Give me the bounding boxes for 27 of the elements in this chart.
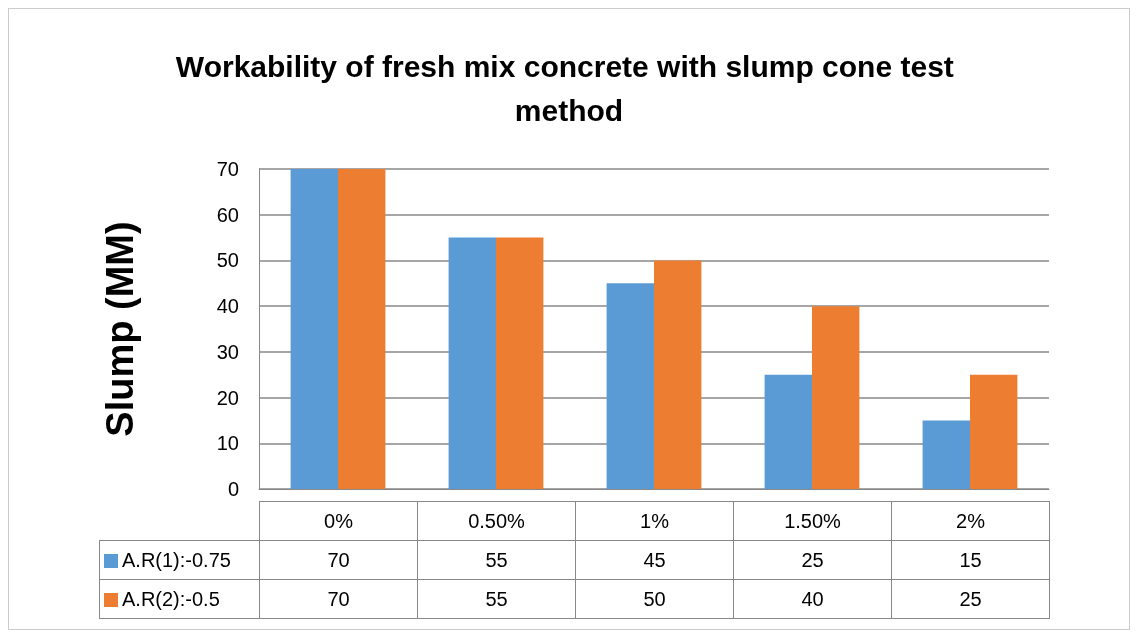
data-label: 55 bbox=[417, 540, 576, 580]
y-tick-label: 10 bbox=[216, 432, 239, 455]
y-tick-label: 20 bbox=[216, 386, 239, 409]
data-label: 70 bbox=[259, 579, 418, 619]
legend-label: A.R(2):-0.5 bbox=[122, 588, 220, 611]
data-label: 40 bbox=[733, 579, 892, 619]
y-axis-title: Slump (MM) bbox=[99, 221, 141, 437]
y-tick-label: 0 bbox=[227, 478, 239, 500]
y-tick-label: 50 bbox=[216, 249, 239, 272]
x-tick-label: 1% bbox=[575, 501, 734, 541]
y-tick-label: 30 bbox=[216, 340, 239, 363]
legend-label: A.R(1):-0.75 bbox=[122, 549, 231, 572]
x-tick-label: 0% bbox=[259, 501, 418, 541]
data-label: 15 bbox=[891, 540, 1050, 580]
chart-title: Workability of fresh mix concrete with slump cone test method bbox=[175, 49, 963, 127]
y-tick-label: 60 bbox=[216, 203, 239, 226]
data-label: 55 bbox=[417, 579, 576, 619]
x-tick-label: 1.50% bbox=[733, 501, 892, 541]
data-label: 25 bbox=[733, 540, 892, 580]
y-tick-label: 40 bbox=[216, 295, 239, 318]
data-label: 70 bbox=[259, 540, 418, 580]
y-tick-label: 70 bbox=[216, 158, 239, 180]
data-label: 45 bbox=[575, 540, 734, 580]
data-label: 25 bbox=[891, 579, 1050, 619]
x-tick-label: 2% bbox=[891, 501, 1050, 541]
x-tick-label: 0.50% bbox=[417, 501, 576, 541]
data-label: 50 bbox=[575, 579, 734, 619]
